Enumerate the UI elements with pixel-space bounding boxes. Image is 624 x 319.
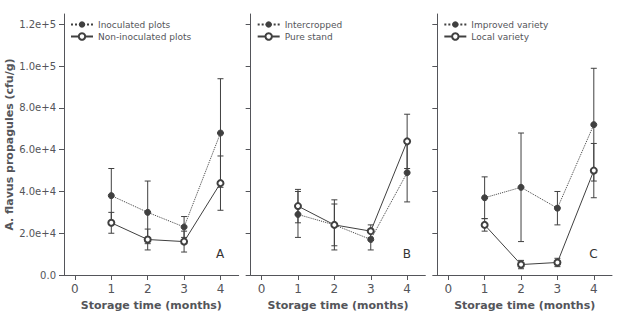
svg-text:3: 3 xyxy=(180,282,188,296)
svg-text:0.0: 0.0 xyxy=(40,270,56,281)
svg-text:A: A xyxy=(216,247,225,261)
svg-text:3: 3 xyxy=(367,282,375,296)
svg-text:4.0e+4: 4.0e+4 xyxy=(19,186,56,197)
svg-text:1: 1 xyxy=(481,282,489,296)
svg-text:6.0e+4: 6.0e+4 xyxy=(19,144,56,155)
svg-text:Storage time (months): Storage time (months) xyxy=(454,299,595,312)
svg-text:B: B xyxy=(403,247,411,261)
svg-text:8.0e+4: 8.0e+4 xyxy=(19,102,56,113)
svg-text:Intercropped: Intercropped xyxy=(285,20,343,30)
svg-text:4: 4 xyxy=(590,282,598,296)
svg-text:2: 2 xyxy=(517,282,525,296)
svg-text:1.0e+5: 1.0e+5 xyxy=(19,61,56,72)
svg-text:0: 0 xyxy=(444,282,452,296)
svg-text:Local variety: Local variety xyxy=(471,32,529,42)
svg-text:0: 0 xyxy=(258,282,266,296)
svg-text:2: 2 xyxy=(144,282,152,296)
svg-text:Storage time (months): Storage time (months) xyxy=(267,299,408,312)
svg-text:3: 3 xyxy=(554,282,562,296)
svg-text:1: 1 xyxy=(107,282,115,296)
svg-text:4: 4 xyxy=(217,282,225,296)
svg-text:1: 1 xyxy=(294,282,302,296)
svg-text:Improved variety: Improved variety xyxy=(471,20,549,30)
svg-text:2: 2 xyxy=(331,282,339,296)
svg-text:Pure stand: Pure stand xyxy=(285,32,333,42)
svg-text:0: 0 xyxy=(71,282,79,296)
svg-text:C: C xyxy=(589,247,597,261)
svg-text:1.2e+5: 1.2e+5 xyxy=(19,19,56,30)
svg-text:4: 4 xyxy=(403,282,411,296)
svg-text:A. flavus propagules (cfu/g): A. flavus propagules (cfu/g) xyxy=(3,58,16,230)
svg-text:2.0e+4: 2.0e+4 xyxy=(19,228,56,239)
svg-text:Non-inoculated plots: Non-inoculated plots xyxy=(98,32,191,42)
svg-text:Storage time (months): Storage time (months) xyxy=(81,299,222,312)
svg-text:Inoculated plots: Inoculated plots xyxy=(98,20,170,30)
